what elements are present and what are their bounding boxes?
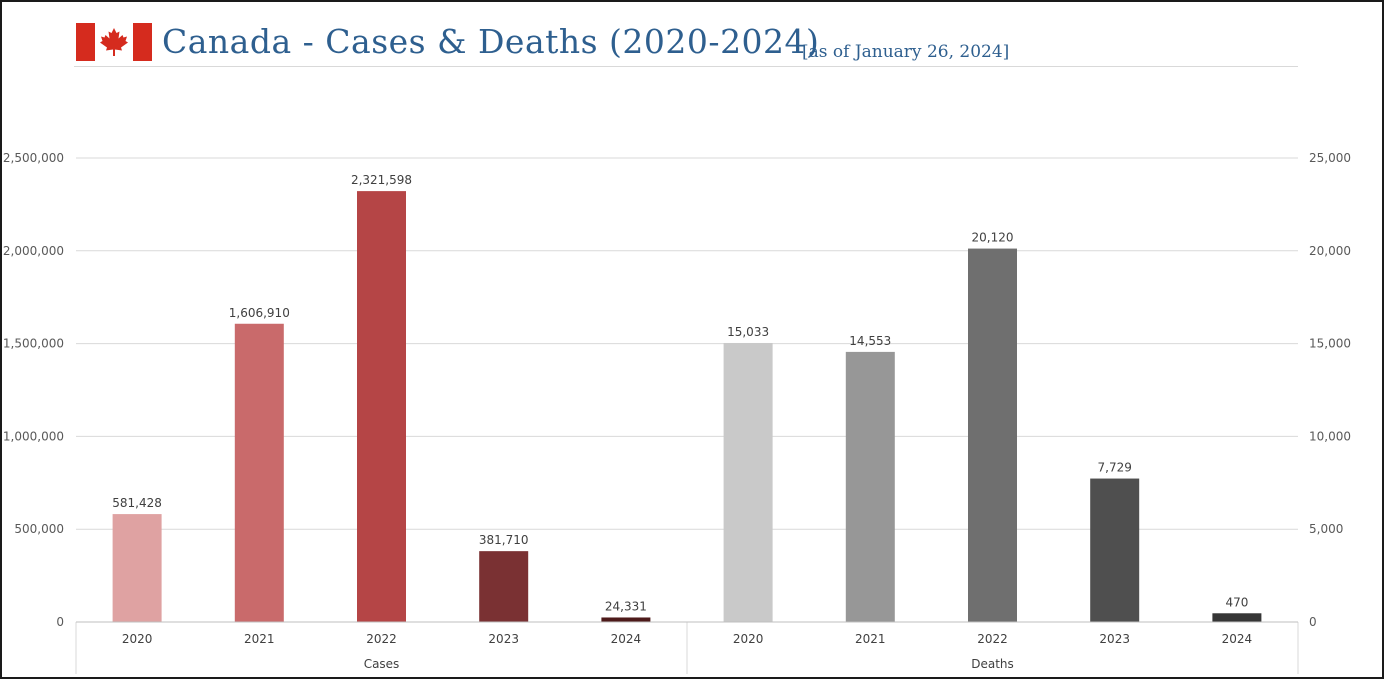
- y-right-tick-label: 20,000: [1309, 244, 1351, 258]
- x-tick-label: 2024: [1222, 632, 1253, 646]
- y-left-tick-label: 500,000: [14, 522, 64, 536]
- x-tick-label: 2021: [244, 632, 275, 646]
- x-tick-label: 2023: [1099, 632, 1130, 646]
- data-label: 24,331: [605, 599, 647, 613]
- x-tick-label: 2021: [855, 632, 886, 646]
- x-tick-label: 2022: [977, 632, 1008, 646]
- y-right-tick-label: 0: [1309, 615, 1317, 629]
- group-label: Cases: [364, 657, 400, 671]
- x-tick-label: 2023: [488, 632, 519, 646]
- bar: [1090, 478, 1140, 622]
- y-left-tick-label: 2,500,000: [3, 151, 64, 165]
- data-label: 470: [1225, 595, 1248, 609]
- y-left-tick-label: 1,000,000: [3, 429, 64, 443]
- data-label: 15,033: [727, 325, 769, 339]
- bar: [234, 323, 284, 622]
- y-right-tick-label: 5,000: [1309, 522, 1343, 536]
- data-label: 2,321,598: [351, 173, 412, 187]
- data-label: 581,428: [112, 496, 162, 510]
- y-left-tick-label: 0: [56, 615, 64, 629]
- data-label: 381,710: [479, 533, 529, 547]
- data-label: 14,553: [849, 334, 891, 348]
- chart-header: Canada - Cases & Deaths (2020-2024) [as …: [74, 14, 1298, 67]
- x-tick-label: 2022: [366, 632, 397, 646]
- y-left-tick-label: 1,500,000: [3, 337, 64, 351]
- canada-flag-icon: [76, 23, 152, 61]
- y-right-tick-label: 25,000: [1309, 151, 1351, 165]
- y-left-tick-label: 2,000,000: [3, 244, 64, 258]
- data-label: 1,606,910: [229, 306, 290, 320]
- group-label: Deaths: [971, 657, 1014, 671]
- bar: [357, 191, 406, 623]
- bar: [601, 617, 651, 622]
- bar: [723, 342, 773, 622]
- bar: [112, 514, 162, 622]
- x-tick-label: 2020: [122, 632, 153, 646]
- chart-subtitle: [as of January 26, 2024]: [802, 42, 1010, 62]
- bar: [845, 351, 895, 622]
- bar: [968, 248, 1017, 622]
- y-right-tick-label: 15,000: [1309, 337, 1351, 351]
- x-tick-label: 2020: [733, 632, 764, 646]
- y-right-tick-label: 10,000: [1309, 429, 1351, 443]
- chart-title: Canada - Cases & Deaths (2020-2024): [162, 22, 820, 61]
- data-label: 20,120: [972, 231, 1014, 245]
- bar: [1212, 613, 1262, 622]
- bar: [479, 551, 529, 622]
- x-tick-label: 2024: [611, 632, 642, 646]
- data-label: 7,729: [1098, 461, 1132, 475]
